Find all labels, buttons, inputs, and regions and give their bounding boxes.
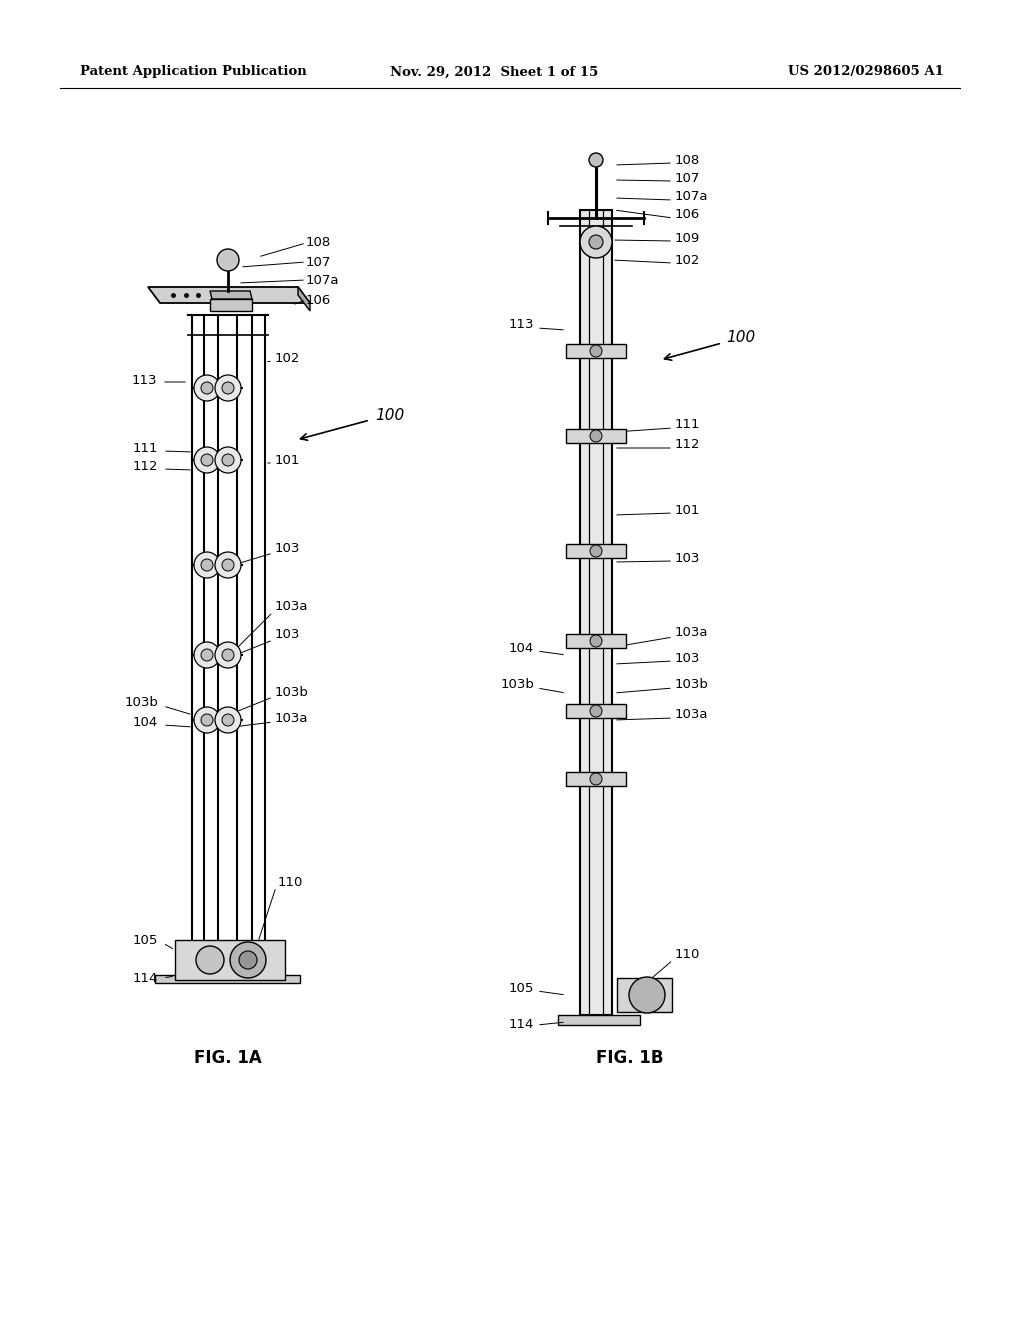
Text: US 2012/0298605 A1: US 2012/0298605 A1 — [788, 66, 944, 78]
Text: 100: 100 — [375, 408, 404, 422]
Text: 103b: 103b — [500, 678, 534, 692]
Circle shape — [222, 649, 234, 661]
Text: 106: 106 — [306, 293, 331, 306]
Text: 111: 111 — [132, 441, 158, 454]
Text: 103a: 103a — [275, 599, 308, 612]
Bar — [558, 1015, 640, 1026]
Circle shape — [230, 942, 266, 978]
Text: 103: 103 — [675, 552, 700, 565]
Text: 109: 109 — [675, 231, 700, 244]
Text: 103b: 103b — [675, 678, 709, 692]
Text: 106: 106 — [675, 209, 700, 222]
Bar — [566, 429, 626, 444]
Circle shape — [580, 226, 612, 257]
Text: 104: 104 — [509, 642, 534, 655]
Circle shape — [215, 642, 241, 668]
Circle shape — [590, 430, 602, 442]
Text: 110: 110 — [675, 949, 700, 961]
Circle shape — [201, 454, 213, 466]
Text: 102: 102 — [275, 351, 300, 364]
Circle shape — [590, 705, 602, 717]
Text: 107: 107 — [306, 256, 332, 268]
Circle shape — [194, 552, 220, 578]
Text: 103: 103 — [275, 541, 300, 554]
Circle shape — [590, 774, 602, 785]
Text: 104: 104 — [133, 715, 158, 729]
Circle shape — [215, 708, 241, 733]
Text: 102: 102 — [675, 253, 700, 267]
Bar — [566, 772, 626, 785]
Circle shape — [222, 381, 234, 393]
Text: 101: 101 — [675, 503, 700, 516]
Text: 105: 105 — [509, 982, 534, 994]
Text: 103: 103 — [275, 628, 300, 642]
Circle shape — [194, 642, 220, 668]
Circle shape — [201, 381, 213, 393]
Text: 103a: 103a — [675, 709, 709, 722]
Circle shape — [590, 635, 602, 647]
Text: 107a: 107a — [306, 273, 340, 286]
Text: 103b: 103b — [124, 696, 158, 709]
Circle shape — [629, 977, 665, 1012]
Text: 107a: 107a — [675, 190, 709, 203]
Text: Nov. 29, 2012  Sheet 1 of 15: Nov. 29, 2012 Sheet 1 of 15 — [390, 66, 598, 78]
Circle shape — [590, 345, 602, 356]
Circle shape — [222, 714, 234, 726]
Text: 103a: 103a — [675, 627, 709, 639]
Text: 110: 110 — [278, 875, 303, 888]
Text: 103: 103 — [675, 652, 700, 664]
Text: 112: 112 — [675, 438, 700, 451]
Circle shape — [589, 153, 603, 168]
Polygon shape — [155, 975, 300, 983]
Circle shape — [194, 708, 220, 733]
Text: 107: 107 — [675, 172, 700, 185]
Text: FIG. 1B: FIG. 1B — [596, 1049, 664, 1067]
Circle shape — [215, 552, 241, 578]
Bar — [580, 210, 612, 1015]
Polygon shape — [210, 290, 252, 300]
Text: 114: 114 — [509, 1019, 534, 1031]
Circle shape — [217, 249, 239, 271]
Circle shape — [215, 375, 241, 401]
Circle shape — [222, 558, 234, 572]
Polygon shape — [298, 286, 310, 312]
Text: FIG. 1A: FIG. 1A — [195, 1049, 262, 1067]
Circle shape — [201, 714, 213, 726]
Bar — [566, 345, 626, 358]
Polygon shape — [175, 940, 285, 979]
Circle shape — [215, 447, 241, 473]
Bar — [566, 704, 626, 718]
Text: 113: 113 — [509, 318, 534, 331]
Circle shape — [196, 946, 224, 974]
Text: 105: 105 — [133, 933, 158, 946]
Text: 114: 114 — [133, 972, 158, 985]
Text: 103a: 103a — [275, 711, 308, 725]
Circle shape — [194, 375, 220, 401]
Text: 111: 111 — [675, 418, 700, 432]
Text: 101: 101 — [275, 454, 300, 466]
Text: 108: 108 — [675, 153, 700, 166]
Circle shape — [222, 454, 234, 466]
Circle shape — [194, 447, 220, 473]
Text: 113: 113 — [131, 374, 157, 387]
Bar — [566, 544, 626, 558]
Circle shape — [589, 235, 603, 249]
Circle shape — [201, 558, 213, 572]
Circle shape — [590, 545, 602, 557]
Text: Patent Application Publication: Patent Application Publication — [80, 66, 307, 78]
Text: 103b: 103b — [275, 685, 309, 698]
Circle shape — [201, 649, 213, 661]
Bar — [617, 978, 672, 1012]
Text: 100: 100 — [726, 330, 756, 346]
Polygon shape — [148, 286, 310, 304]
Circle shape — [239, 950, 257, 969]
Text: 108: 108 — [306, 236, 331, 249]
Bar — [566, 634, 626, 648]
Text: 112: 112 — [132, 459, 158, 473]
Polygon shape — [210, 300, 252, 312]
